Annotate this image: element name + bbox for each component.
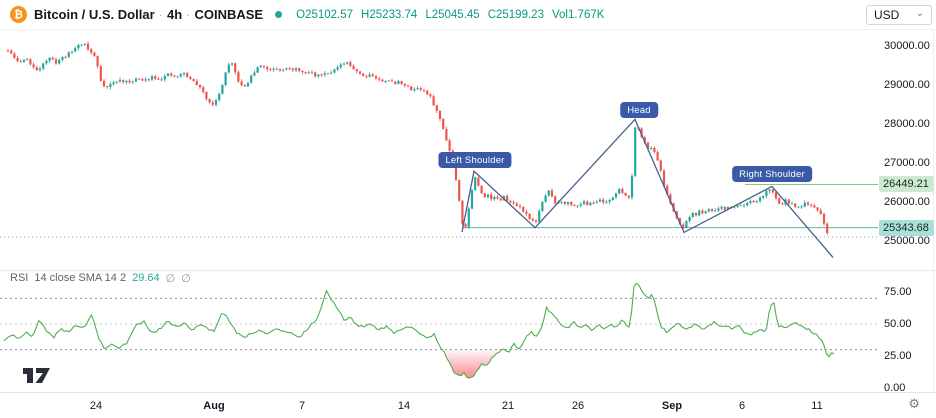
open-value: O25102.57 [296, 8, 354, 21]
price-tick-label: 29000.00 [884, 79, 930, 91]
bitcoin-glyph: ₿ [14, 8, 23, 21]
price-tick-label: 25000.00 [884, 235, 930, 247]
ohlc-readout: O25102.57 H25233.74 L25045.45 C25199.23 … [296, 9, 604, 21]
tradingview-logo[interactable] [22, 365, 52, 387]
rsi-tick-label: 0.00 [884, 382, 906, 394]
rsi-current-value: 29.64 [132, 272, 160, 284]
rsi-tick-label: 75.00 [884, 286, 912, 298]
time-tick-label: 14 [397, 400, 411, 412]
time-tick-label: 24 [89, 400, 103, 412]
high-value: H25233.74 [361, 8, 418, 21]
price-level-badge[interactable]: 26449.21 [879, 176, 934, 193]
symbol-name: Bitcoin / U.S. Dollar [34, 7, 155, 22]
pattern-label-right-shoulder[interactable]: Right Shoulder [732, 166, 812, 182]
rsi-line [3, 282, 835, 379]
right-edge-divider [933, 0, 934, 418]
rsi-title: RSI [10, 272, 29, 284]
bitcoin-logo-icon: ₿ [10, 6, 27, 23]
rsi-tick-label: 25.00 [884, 350, 912, 362]
pane-separator[interactable] [0, 270, 936, 271]
pattern-label-head[interactable]: Head [620, 102, 658, 118]
title-separator: · [158, 7, 163, 22]
rsi-params: 14 close SMA 14 2 [34, 272, 127, 284]
currency-label: USD [874, 8, 900, 22]
title-separator: · [186, 7, 191, 22]
chart-header: ₿ Bitcoin / U.S. Dollar · 4h · COINBASE O251… [0, 0, 936, 30]
time-tick-label: 6 [738, 400, 746, 412]
interval-label: 4h [166, 7, 183, 22]
price-level-badge[interactable]: 25343.68 [879, 219, 934, 236]
time-tick-label: 21 [501, 400, 515, 412]
close-value: C25199.23 [487, 8, 544, 21]
rsi-oversold-fill [441, 349, 502, 379]
head-and-shoulders-trendline[interactable] [461, 118, 834, 258]
rsi-empty-symbol: ∅ [181, 272, 191, 285]
price-tick-label: 28000.00 [884, 118, 930, 130]
time-tick-label: Sep [661, 400, 683, 412]
candles-group [6, 41, 829, 236]
time-axis[interactable]: ⚙ 24 Aug 7 14 21 26 Sep 6 11 [0, 392, 936, 418]
market-status-dot-icon [275, 11, 283, 18]
currency-dropdown[interactable]: USD ⌄ [866, 5, 932, 25]
volume-value: Vol1.767K [551, 8, 605, 21]
symbol-title[interactable]: Bitcoin / U.S. Dollar · 4h · COINBASE [34, 7, 263, 22]
rsi-tick-label: 50.00 [884, 318, 912, 330]
rsi-plot [3, 282, 835, 379]
chevron-down-icon: ⌄ [915, 8, 924, 19]
tradingview-logo-mark [23, 368, 50, 383]
price-tick-label: 26000.00 [884, 196, 930, 208]
price-tick-label: 30000.00 [884, 40, 930, 52]
exchange-label: COINBASE [194, 7, 264, 22]
pattern-label-left-shoulder[interactable]: Left Shoulder [438, 152, 512, 168]
time-tick-label: Aug [203, 400, 225, 412]
settings-gear-icon[interactable]: ⚙ [908, 397, 920, 412]
time-tick-label: 7 [298, 400, 306, 412]
time-tick-label: 26 [571, 400, 585, 412]
low-value: L25045.45 [425, 8, 480, 21]
rsi-indicator-label[interactable]: RSI 14 close SMA 14 2 29.64 ∅ ∅ [10, 272, 191, 285]
price-tick-label: 27000.00 [884, 157, 930, 169]
time-tick-label: 11 [811, 400, 823, 412]
rsi-empty-symbol: ∅ [165, 272, 176, 285]
